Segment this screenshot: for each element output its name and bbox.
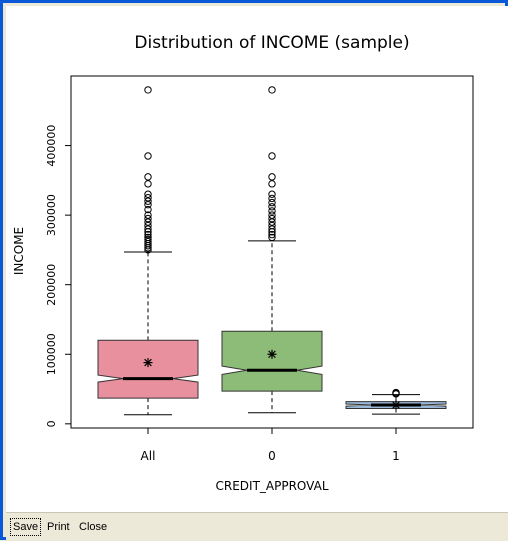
y-tick-label: 300000: [45, 194, 58, 236]
bottom-toolbar: Save Print Close: [6, 512, 508, 541]
mean-marker-stroke: [144, 358, 152, 367]
outlier-point: [144, 205, 152, 214]
chart-title: Distribution of INCOME (sample): [134, 33, 409, 53]
outlier-point: [144, 230, 152, 239]
outlier-point: [144, 173, 152, 181]
save-button[interactable]: Save: [10, 518, 42, 536]
outlier-point: [144, 214, 152, 223]
y-tick-label: 100000: [45, 333, 58, 375]
outlier-point: [268, 221, 276, 230]
outlier-point: [144, 235, 152, 244]
y-tick-label: 200000: [45, 264, 58, 306]
box-All: [97, 339, 199, 399]
box-0: [221, 330, 323, 392]
mean-marker-stroke: [392, 401, 400, 409]
outlier-point: [268, 152, 276, 160]
outlier-point: [268, 180, 276, 188]
print-button[interactable]: Print: [47, 521, 70, 533]
y-tick-label: 0: [45, 420, 58, 427]
outlier-point: [268, 86, 276, 94]
income-boxplot-chart: Distribution of INCOME (sample) CREDIT_A…: [12, 33, 474, 493]
mean-marker: [391, 400, 401, 410]
outlier-point: [268, 198, 276, 207]
outlier-point: [144, 152, 152, 160]
outlier-point: [144, 86, 152, 94]
outlier-point: [268, 173, 276, 181]
outlier-point: [268, 218, 276, 226]
outlier-point: [144, 190, 152, 198]
outlier-point: [144, 194, 152, 202]
outlier-point: [268, 203, 276, 211]
x-tick-label: 0: [268, 449, 276, 463]
outlier-point: [144, 225, 152, 233]
plot-area: Distribution of INCOME (sample) CREDIT_A…: [6, 6, 508, 512]
outlier-point: [268, 225, 276, 233]
close-button[interactable]: Close: [79, 521, 108, 533]
mean-marker: [267, 349, 277, 359]
outlier-point: [268, 230, 276, 239]
outlier-point: [144, 180, 152, 188]
x-tick-label: 1: [392, 449, 400, 463]
y-axis-label: INCOME: [12, 227, 26, 275]
outlier-point: [268, 194, 276, 203]
x-tick-label: All: [141, 449, 156, 463]
mean-marker: [143, 358, 153, 368]
y-tick-label: 400000: [45, 125, 58, 167]
outlier-point: [268, 207, 276, 215]
outlier-point: [144, 200, 152, 209]
outlier-point: [144, 197, 152, 205]
outlier-point: [144, 237, 152, 246]
outlier-point: [268, 214, 276, 223]
mean-marker-stroke: [268, 350, 276, 359]
outlier-point: [144, 218, 152, 226]
x-axis-label: CREDIT_APPROVAL: [216, 479, 329, 493]
outlier-point: [392, 388, 400, 397]
outlier-point: [144, 211, 152, 219]
outlier-point: [144, 221, 152, 230]
outlier-point: [268, 190, 276, 198]
outlier-point: [268, 211, 276, 219]
outlier-point: [268, 233, 276, 242]
outlier-point: [144, 233, 152, 242]
